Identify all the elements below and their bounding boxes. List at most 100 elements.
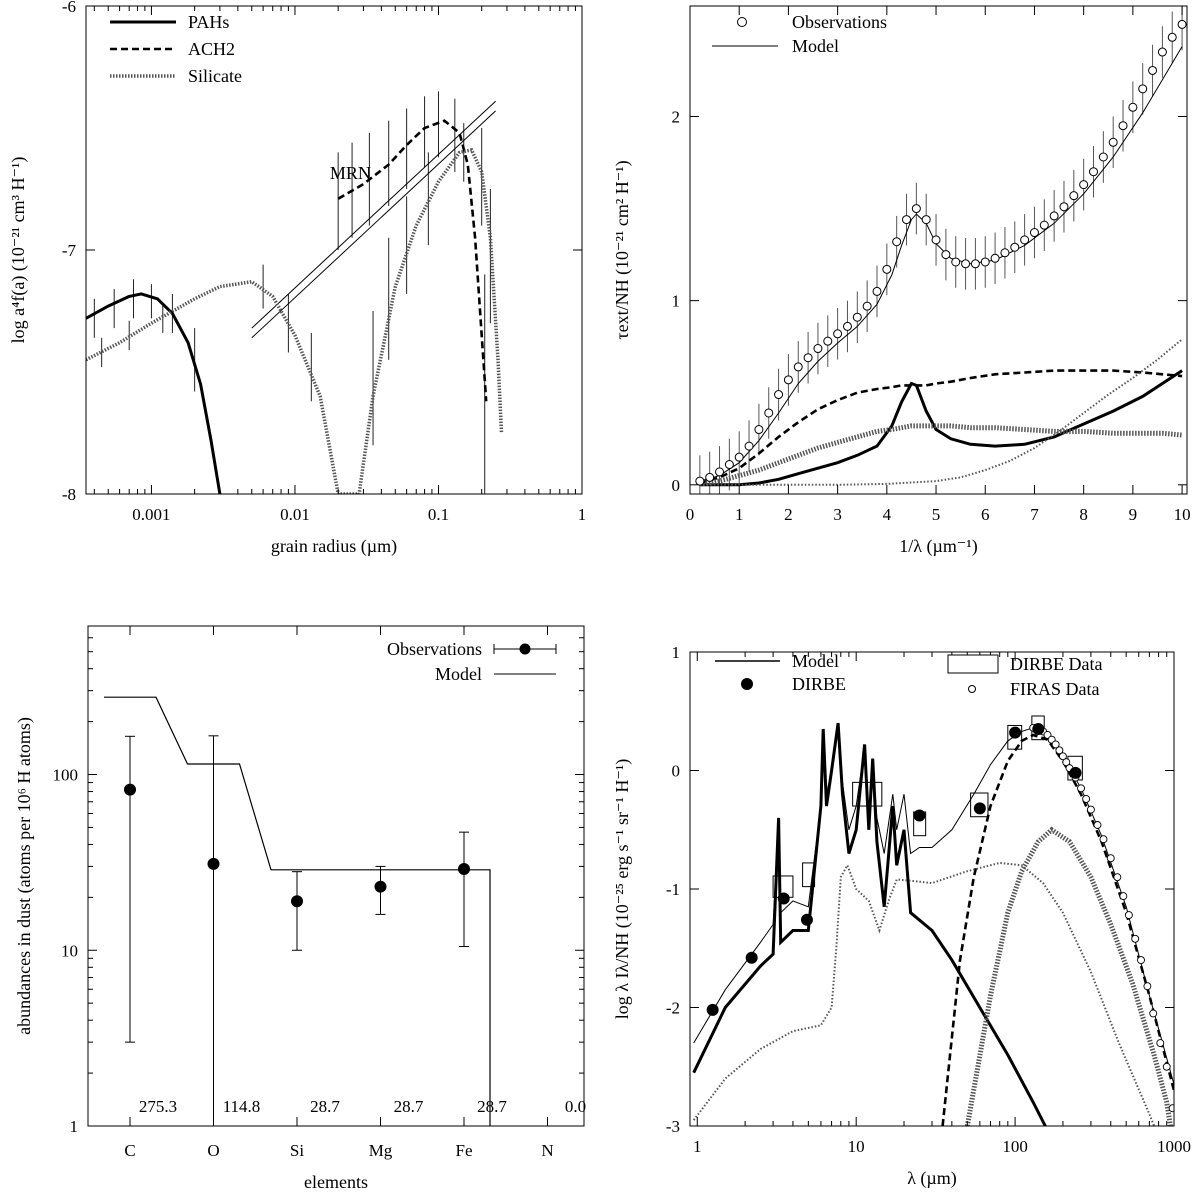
dirbe-point	[800, 913, 813, 926]
x-tick-label: 2	[784, 505, 793, 524]
y-tick-label: 1	[672, 292, 681, 311]
x-tick-label: Mg	[369, 1141, 393, 1160]
x-tick-label: 9	[1129, 505, 1138, 524]
plot-area	[692, 715, 1174, 1126]
observation-point	[842, 321, 852, 331]
firas-point	[1162, 1062, 1171, 1071]
mrn-line	[251, 100, 496, 329]
observation-point	[207, 857, 220, 870]
series-line-ach2	[941, 733, 1174, 1126]
plot-area	[104, 696, 491, 1126]
plot-frame	[689, 651, 1175, 1127]
y-tick-label: -3	[666, 1117, 680, 1136]
observation-point	[754, 425, 764, 435]
firas-point	[1106, 854, 1115, 863]
plot-area	[86, 91, 504, 494]
legend-label: DIRBE	[792, 674, 846, 694]
x-axis-label: 1/λ (µm⁻¹)	[899, 536, 978, 557]
observation-point	[1098, 152, 1108, 162]
y-tick-label: 100	[53, 766, 79, 785]
x-tick-label: 6	[981, 505, 990, 524]
observation-point	[764, 408, 774, 418]
x-tick-label: 1	[693, 1137, 702, 1156]
series-line-silicate	[699, 423, 1183, 487]
observation-point	[1000, 248, 1010, 258]
legend-swatch	[741, 678, 753, 690]
y-axis-label: log a⁴f(a) (10⁻²¹ cm³ H⁻¹)	[8, 157, 29, 344]
y-tick-label: -2	[666, 999, 680, 1018]
dirbe-data-box	[802, 862, 816, 888]
x-tick-label: 100	[1002, 1137, 1028, 1156]
model-value-label: 28.7	[394, 1097, 424, 1116]
firas-point	[1058, 752, 1067, 761]
x-axis-label: grain radius (µm)	[271, 536, 397, 557]
legend-label: Observations	[792, 12, 887, 32]
observation-point	[1118, 121, 1128, 131]
x-tick-label: 1	[578, 505, 587, 524]
plot-frame	[85, 5, 583, 495]
dirbe-data-box	[970, 792, 989, 818]
x-tick-label: 1000	[1157, 1137, 1191, 1156]
observation-point	[783, 375, 793, 385]
series-line-model-total	[693, 727, 1174, 1085]
observation-point	[1167, 32, 1177, 42]
y-axis-label: log λ Iλ/NH (10⁻²⁵ erg s⁻¹ sr⁻¹ H⁻¹)	[612, 759, 633, 1019]
y-axis-label: τext/NH (10⁻²¹ cm² H⁻¹)	[612, 160, 633, 339]
series-line-small-grains	[692, 861, 1156, 1126]
firas-point	[1055, 746, 1064, 755]
legend-label: PAHs	[188, 12, 229, 32]
model-value-label: 28.7	[477, 1097, 507, 1116]
model-value-label: 275.3	[139, 1097, 177, 1116]
y-tick-label: -7	[62, 241, 77, 260]
x-tick-label: 10	[1174, 505, 1191, 524]
x-tick-label: O	[207, 1141, 219, 1160]
observation-point	[124, 783, 136, 796]
observation-point	[695, 476, 705, 486]
series-line-model	[699, 46, 1183, 482]
legend-swatch	[947, 654, 999, 674]
series-line-ach2	[337, 119, 488, 402]
observation-point	[1069, 191, 1079, 201]
dirbe-data-box	[852, 781, 883, 807]
observation-point	[774, 390, 784, 400]
legend-label: DIRBE Data	[1010, 654, 1102, 674]
observation-point	[744, 441, 754, 451]
plot-frame	[87, 625, 585, 1127]
dirbe-point	[973, 802, 986, 815]
x-tick-label: 0.1	[428, 505, 449, 524]
series-line-pahs	[86, 292, 222, 494]
series-line-small-grains	[699, 338, 1183, 486]
x-tick-label: Si	[290, 1141, 304, 1160]
x-tick-label: C	[124, 1141, 135, 1160]
firas-point	[1143, 982, 1152, 991]
observation-point	[1039, 220, 1049, 230]
firas-point	[1168, 1104, 1174, 1113]
firas-point	[1131, 934, 1140, 943]
observation-point	[1020, 235, 1030, 245]
y-tick-label: -8	[62, 485, 76, 504]
legend-swatch	[519, 643, 531, 655]
panel-elemental-abundances: C 275.3 O 114.8 Si 28.7 Mg 28.7 Fe 28.7 N 0.0 1 10 100…	[14, 625, 586, 1192]
observation-point	[1177, 19, 1187, 29]
dirbe-point	[1069, 766, 1082, 779]
observation-point	[961, 259, 971, 269]
firas-point	[1124, 911, 1133, 920]
firas-point	[1099, 835, 1108, 844]
firas-point	[1113, 873, 1122, 882]
legend-swatch	[968, 685, 976, 693]
observation-point	[803, 353, 813, 363]
firas-point	[1119, 892, 1128, 901]
observation-point	[882, 264, 892, 274]
model-step-line	[104, 696, 491, 1126]
series-line-pahs	[692, 722, 1047, 1126]
x-tick-label: N	[541, 1141, 553, 1160]
y-tick-label: 0	[672, 476, 681, 495]
firas-point	[1137, 956, 1145, 965]
observation-point	[941, 250, 951, 260]
observation-point	[1049, 211, 1059, 221]
legend-label: FIRAS Data	[1010, 679, 1100, 699]
observation-point	[852, 312, 862, 322]
observation-point	[990, 253, 1000, 263]
dirbe-point	[1032, 723, 1045, 736]
